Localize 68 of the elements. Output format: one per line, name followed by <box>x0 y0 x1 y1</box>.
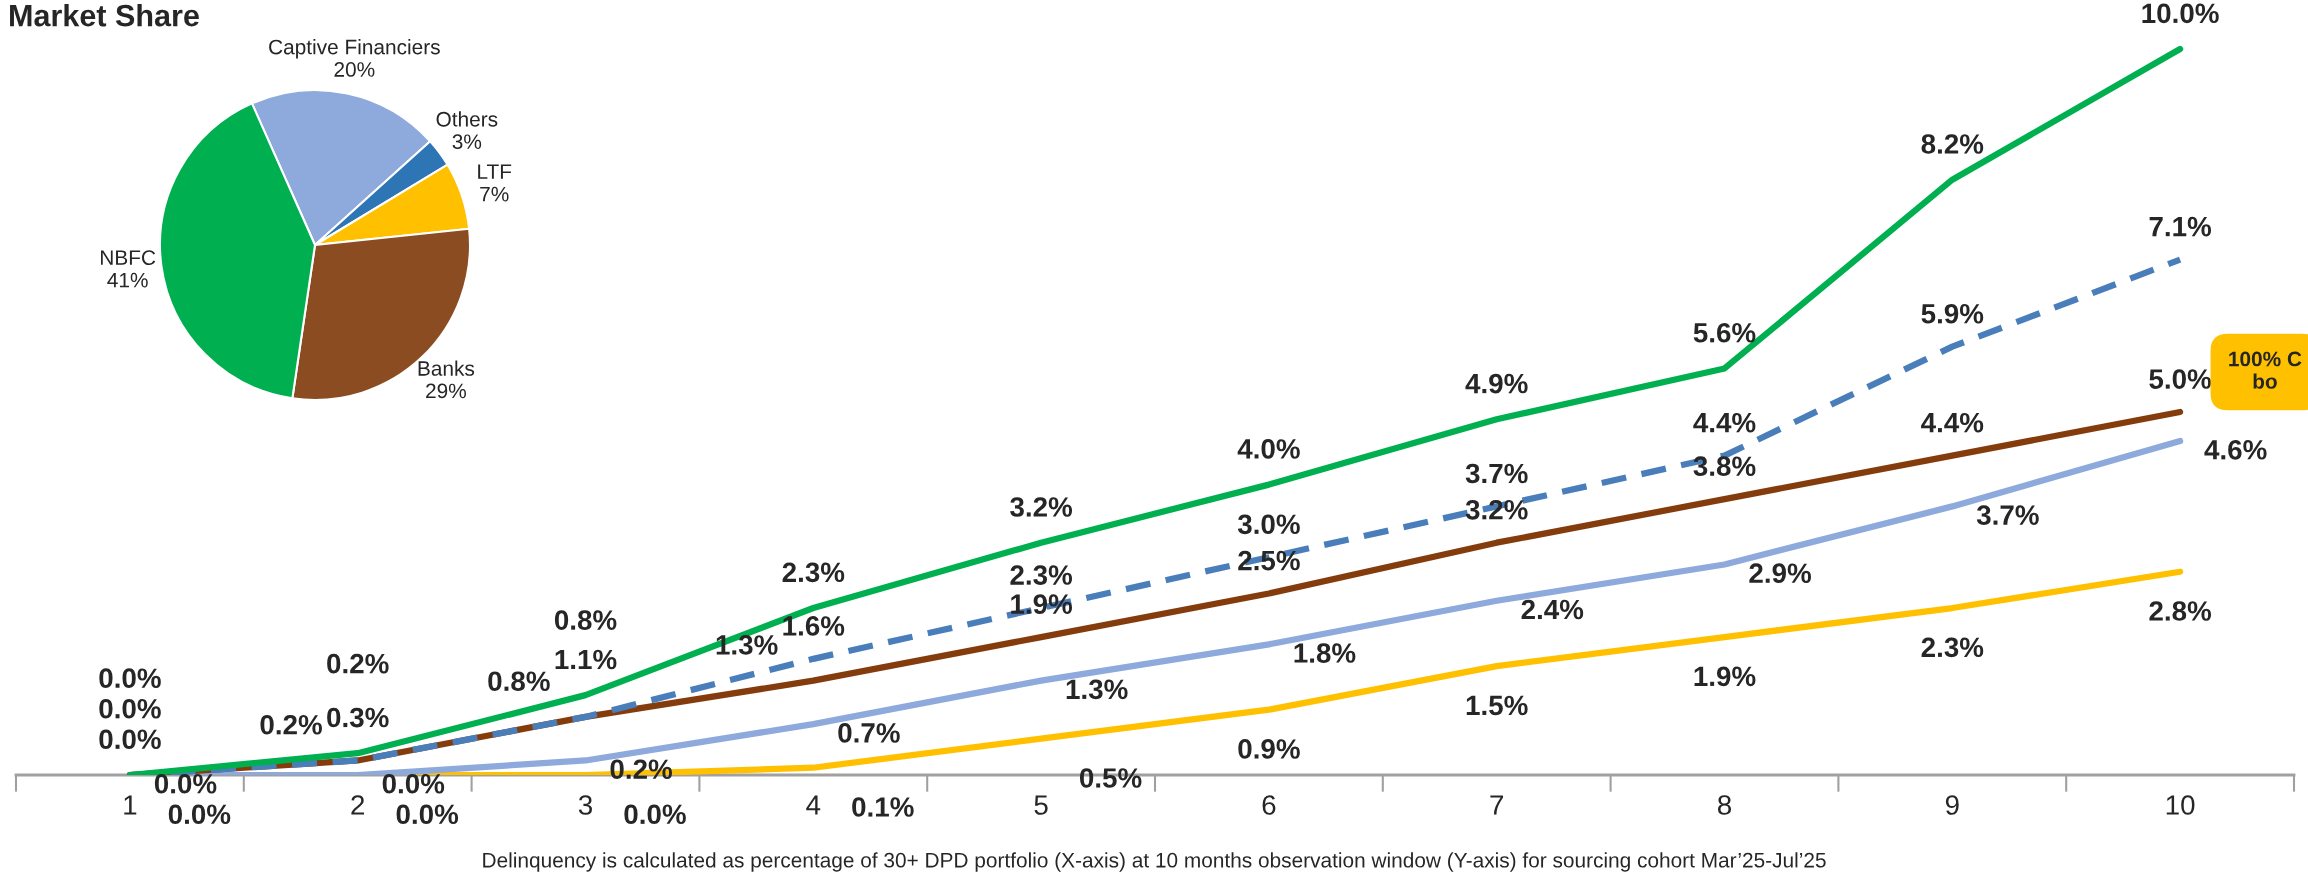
data-label: 3% <box>452 134 482 150</box>
data-label: 0.0% <box>154 773 217 794</box>
x-tick-label: 8 <box>1717 795 1732 815</box>
data-label: 3.7% <box>1976 505 2039 525</box>
data-label: 0.3% <box>327 707 389 728</box>
data-label: 4.4% <box>1693 412 1756 433</box>
data-label: 2.4% <box>1521 599 1584 620</box>
data-label: 0.0% <box>624 804 686 825</box>
data-label: 0.9% <box>1238 739 1300 759</box>
slice-label: Banks <box>418 360 475 376</box>
data-label: 1.5% <box>1466 695 1528 716</box>
data-label: 0.8% <box>488 671 550 692</box>
data-label: 41% <box>107 272 148 288</box>
data-label: 4.0% <box>1237 439 1300 459</box>
text: Delinquency is calculated as percentage of 30+ DPD portfolio (X-axis) at 10 months observation window (Y-axis) for sourcing cohort Mar’25-Jul’25 <box>483 852 1826 872</box>
x-tick-label: 7 <box>1490 795 1504 815</box>
data-label: 20% <box>334 62 375 77</box>
data-label: 1.1% <box>555 649 617 670</box>
data-label: 7% <box>480 186 509 202</box>
data-label: 1.3% <box>716 635 778 655</box>
x-tick-label: 4 <box>806 795 821 815</box>
data-label: 3.8% <box>1693 456 1756 477</box>
data-label: 0.0% <box>99 668 161 689</box>
x-tick-label: 1 <box>124 795 137 815</box>
slice-label: Others <box>436 111 498 127</box>
data-label: 2.3% <box>1921 637 1984 658</box>
data-label: 0.1% <box>852 797 914 817</box>
data-label: 4.4% <box>1921 412 1984 433</box>
data-label: 0.0% <box>168 804 231 825</box>
x-tick-label: 9 <box>1945 795 1959 815</box>
data-label: 3.2% <box>1010 497 1073 517</box>
data-label: 4.6% <box>2204 439 2267 460</box>
data-label: 8.2% <box>1921 134 1984 154</box>
data-label: 1.3% <box>1066 679 1128 700</box>
data-label: 10.0% <box>2142 3 2219 24</box>
annotation: 100% C bo <box>2229 351 2302 389</box>
data-label: 0.8% <box>554 610 617 630</box>
slice-label: LTF <box>478 164 512 179</box>
x-tick-label: 10 <box>2166 795 2195 815</box>
data-label: 2.9% <box>1749 563 1811 584</box>
data-label: 0.2% <box>327 653 389 674</box>
slice-label: Captive Financiers <box>269 39 440 59</box>
data-label: 1.6% <box>783 616 845 636</box>
data-label: 5.9% <box>1921 303 1984 324</box>
data-label: 0.0% <box>99 698 161 719</box>
data-label: 29% <box>426 383 466 399</box>
x-tick-label: 3 <box>578 795 592 815</box>
data-label: 2.8% <box>2149 601 2212 621</box>
data-label: 0.2% <box>260 714 322 735</box>
data-label: 3.7% <box>1465 463 1528 484</box>
data-label: 5.6% <box>1693 322 1756 343</box>
x-tick-label: 6 <box>1262 795 1276 815</box>
data-label: 1.8% <box>1294 643 1356 663</box>
data-label: 7.1% <box>2149 216 2212 237</box>
data-label: 1.9% <box>1694 666 1756 687</box>
slice-label: NBFC <box>101 250 156 266</box>
data-label: 0.5% <box>1079 768 1142 788</box>
x-tick-label: 5 <box>1034 795 1048 815</box>
chart-title: Market Share <box>10 4 199 27</box>
data-label: 0.7% <box>838 723 900 743</box>
data-label: 3.0% <box>1237 514 1300 535</box>
data-label: 0.0% <box>382 773 445 794</box>
x-tick-label: 2 <box>351 795 365 815</box>
data-label: 2.3% <box>1010 565 1073 585</box>
data-label: 0.0% <box>396 804 459 825</box>
data-label: 4.9% <box>1465 373 1528 394</box>
data-label: 2.3% <box>782 562 845 583</box>
data-label: 0.0% <box>99 729 161 750</box>
